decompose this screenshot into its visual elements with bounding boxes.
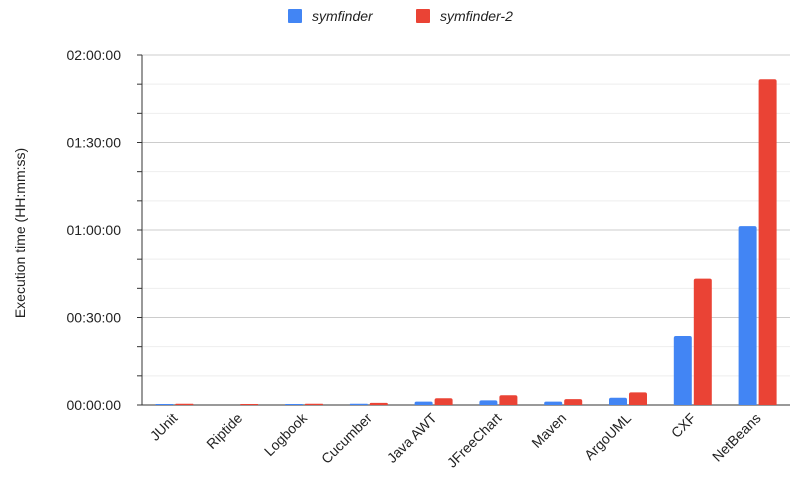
y-tick-label: 01:00:00 [67,222,122,238]
y-axis: 00:00:00 00:30:00 01:00:00 01:30:00 02:00:00 [67,47,790,413]
x-tick-label: CXF [668,410,699,441]
x-tick-label: NetBeans [709,410,764,465]
x-axis-labels: JUnit Riptide Logbook Cucumber Java AWT JFree… [147,409,764,471]
x-tick-label: Riptide [203,410,245,452]
legend-label-symfinder: symfinder [312,8,374,24]
bar-symfinder-jfreechart [479,400,498,405]
legend-label-symfinder-2: symfinder-2 [440,8,513,24]
x-tick-label: JFreeChart [444,410,505,471]
x-tick-label: Cucumber [318,410,375,467]
bar-symfinder-cucumber [349,403,368,405]
bar-symfinder-2-logbook [305,403,323,405]
bar-symfinder-2-jfreechart [499,395,518,405]
bar-symfinder-logbook [285,404,303,405]
bar-symfinder-2-junit [175,403,194,405]
x-tick-label: ArgoUML [581,410,634,463]
bars [155,79,777,406]
y-axis-title: Execution time (HH:mm:ss) [12,148,28,318]
x-tick-label: Maven [528,410,569,451]
gridlines [142,54,790,406]
bar-symfinder-netbeans [738,226,757,405]
y-tick-label: 00:00:00 [67,397,122,413]
x-tick-label: Java AWT [384,409,440,465]
bar-symfinder-2-riptide [240,404,259,405]
bar-symfinder-2-cucumber [369,402,388,405]
bar-symfinder-maven [544,401,563,405]
legend: symfinder symfinder-2 [288,8,513,24]
y-tick-label: 02:00:00 [67,47,122,63]
bar-symfinder-2-java-awt [434,398,453,405]
bar-symfinder-argouml [609,397,627,405]
x-tick-label: Logbook [261,409,311,459]
bar-symfinder-2-cxf [693,278,712,405]
bar-symfinder-cxf [673,335,692,405]
legend-swatch-symfinder [288,9,302,23]
bar-symfinder-2-netbeans [758,79,777,406]
legend-swatch-symfinder-2 [416,9,430,23]
x-tick-label: JUnit [147,410,181,444]
y-tick-label: 00:30:00 [67,310,122,326]
bar-symfinder-junit [155,404,174,405]
bar-symfinder-2-maven [564,399,583,405]
bar-symfinder-java-awt [414,401,433,405]
y-tick-label: 01:30:00 [67,135,122,151]
bar-symfinder-2-argouml [629,392,647,405]
